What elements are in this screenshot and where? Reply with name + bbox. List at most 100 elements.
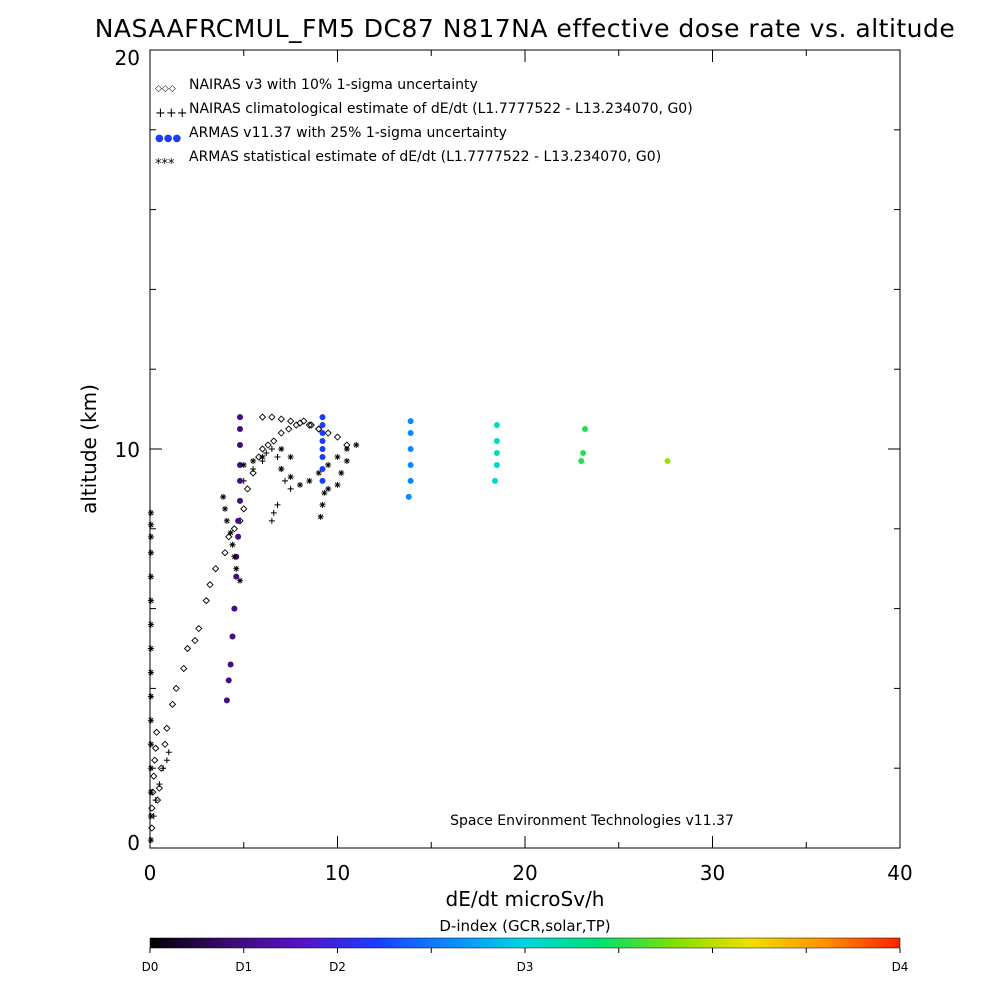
- point-circle: [237, 497, 243, 504]
- point-plus: [270, 509, 277, 516]
- x-tick-labels: 0 10 20 30 40: [144, 861, 913, 885]
- point-asterisk: [147, 645, 154, 652]
- point-asterisk: [259, 453, 266, 460]
- point-circle: [235, 517, 242, 524]
- legend-label-nairas-v3: NAIRAS v3 with 10% 1-sigma uncertainty: [189, 77, 478, 93]
- point-asterisk: [223, 517, 230, 524]
- colorbar-title: D-index (GCR,solar,TP): [439, 917, 610, 935]
- point-asterisk: [147, 669, 154, 676]
- colorbar-label-d3: D3: [517, 960, 534, 974]
- point-asterisk: [147, 813, 154, 820]
- legend-symbol-armas-stat: ***: [155, 157, 175, 172]
- point-circle: [580, 449, 587, 456]
- point-circle: [237, 414, 243, 421]
- point-asterisk: [147, 621, 154, 628]
- point-circle: [319, 414, 326, 421]
- plot-frame: [149, 49, 901, 849]
- point-asterisk: [325, 485, 332, 492]
- point-circle: [237, 442, 243, 449]
- legend: ◇◇◇ NAIRAS v3 with 10% 1-sigma uncertain…: [155, 77, 693, 172]
- point-asterisk: [227, 529, 234, 536]
- point-circle: [235, 533, 242, 540]
- point-circle: [407, 418, 414, 425]
- point-asterisk: [343, 457, 350, 464]
- series-plus: [150, 446, 294, 820]
- point-circle: [407, 477, 414, 484]
- point-asterisk: [147, 573, 154, 580]
- point-asterisk: [278, 446, 285, 452]
- point-plus: [287, 485, 294, 492]
- point-circle: [405, 493, 412, 500]
- point-asterisk: [287, 473, 294, 480]
- point-asterisk: [147, 837, 154, 844]
- point-circle: [237, 461, 243, 468]
- point-asterisk: [353, 442, 360, 449]
- point-diamond: [315, 425, 323, 433]
- data-marks: [147, 413, 671, 844]
- point-diamond: [148, 824, 156, 832]
- point-plus: [152, 797, 159, 804]
- point-diamond: [161, 740, 169, 748]
- point-diamond: [240, 505, 248, 513]
- point-diamond: [333, 433, 342, 441]
- point-plus: [160, 765, 167, 772]
- point-diamond: [151, 744, 160, 752]
- point-diamond: [307, 421, 315, 429]
- point-diamond: [195, 624, 203, 633]
- point-circle: [493, 449, 500, 456]
- y-tick-label: 10: [115, 438, 140, 462]
- point-circle: [407, 446, 414, 452]
- point-diamond: [277, 429, 285, 437]
- point-diamond: [258, 413, 267, 421]
- point-diamond: [148, 804, 156, 812]
- point-asterisk: [278, 465, 285, 472]
- axis-ticks: [149, 49, 901, 849]
- point-circle: [225, 677, 232, 684]
- point-plus: [263, 449, 270, 456]
- point-diamond: [202, 596, 210, 605]
- point-diamond: [277, 415, 285, 423]
- point-asterisk: [147, 549, 154, 556]
- y-tick-labels: 0 10 20: [115, 46, 140, 855]
- point-circle: [231, 605, 238, 612]
- colorbar-label-d1: D1: [235, 960, 252, 974]
- point-diamond: [249, 469, 257, 477]
- x-tick-label: 0: [144, 861, 157, 885]
- colorbar-labels: D0 D1 D2 D3 D4: [142, 960, 909, 974]
- point-asterisk: [147, 789, 154, 796]
- point-diamond: [264, 441, 272, 449]
- point-asterisk: [343, 446, 350, 452]
- colorbar: [149, 937, 901, 949]
- point-diamond: [305, 421, 314, 429]
- point-asterisk: [147, 741, 154, 748]
- point-diamond: [163, 724, 171, 732]
- colorbar-ticks: [149, 948, 901, 953]
- point-diamond: [168, 700, 177, 708]
- legend-label-nairas-clim: NAIRAS climatological estimate of dE/dt …: [189, 101, 693, 117]
- point-circle: [492, 477, 498, 484]
- point-diamond: [191, 636, 199, 645]
- point-diamond: [243, 485, 252, 493]
- point-asterisk: [306, 477, 313, 484]
- point-plus: [250, 465, 257, 472]
- point-diamond: [230, 525, 239, 533]
- point-diamond: [221, 549, 229, 557]
- point-diamond: [152, 728, 161, 736]
- point-diamond: [324, 429, 332, 437]
- point-diamond: [268, 413, 276, 421]
- point-asterisk: [317, 513, 324, 520]
- point-plus: [282, 477, 288, 484]
- point-diamond: [285, 425, 293, 433]
- point-asterisk: [233, 565, 240, 572]
- point-asterisk: [315, 469, 322, 476]
- legend-label-armas-stat: ARMAS statistical estimate of dE/dt (L1.…: [189, 149, 661, 165]
- colorbar-label-d2: D2: [329, 960, 346, 974]
- point-diamond: [172, 684, 180, 693]
- point-asterisk: [297, 481, 303, 488]
- point-diamond: [296, 419, 304, 427]
- point-circle: [319, 430, 326, 437]
- legend-symbol-nairas-clim: +++: [155, 106, 188, 121]
- legend-symbol-armas: ●●●: [155, 133, 181, 144]
- point-circle: [237, 477, 243, 484]
